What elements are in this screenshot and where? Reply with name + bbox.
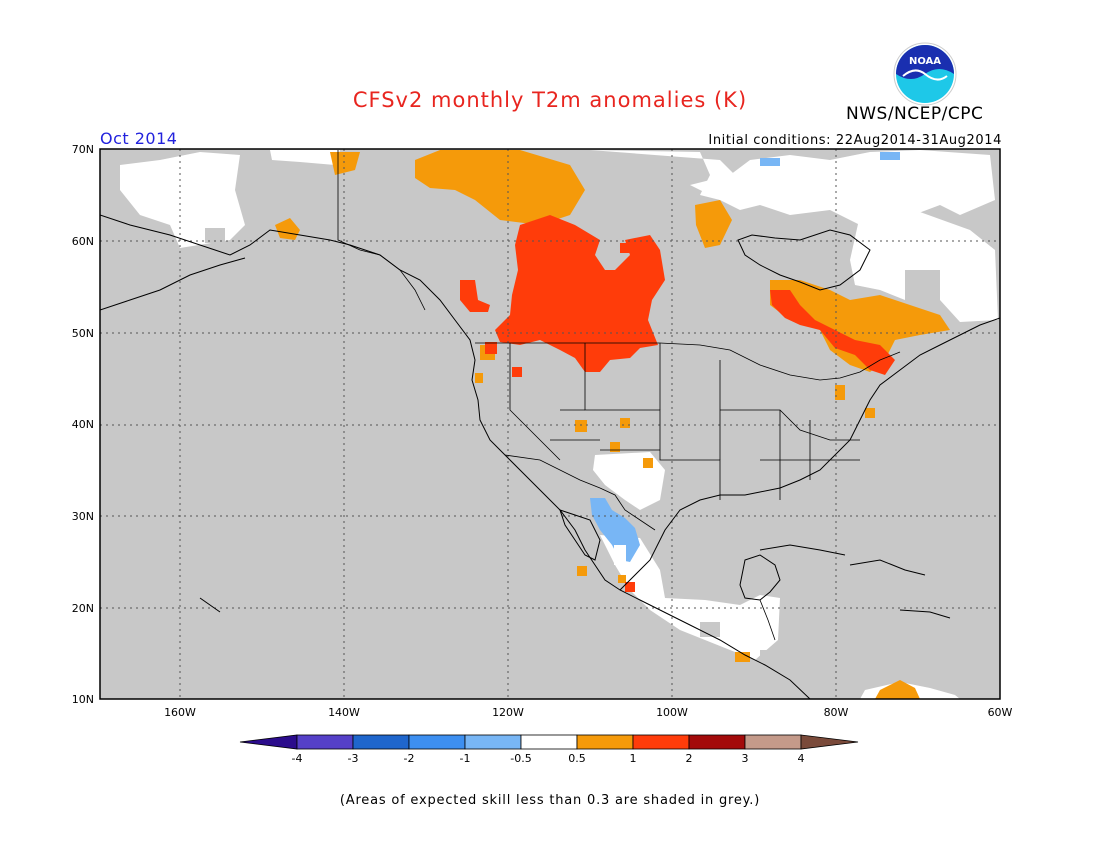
colorbar-swatch [576, 734, 634, 750]
colorbar-label: -0.5 [510, 752, 532, 765]
quebec-orange [770, 280, 950, 372]
colorbar-label: 3 [741, 752, 749, 765]
near-normal-regions [120, 150, 998, 699]
graticule [100, 149, 1000, 699]
lon-label: 160W [164, 706, 196, 719]
colorbar [239, 734, 859, 750]
lat-label: 70N [71, 143, 94, 156]
noaa-logo-text: NOAA [909, 56, 941, 67]
colorbar-swatch [632, 734, 690, 750]
colorbar-swatch [744, 734, 802, 750]
lat-label: 60N [71, 235, 94, 248]
mexico-white [600, 535, 780, 660]
lon-label: 80W [823, 706, 849, 719]
colorbar-swatch [408, 734, 466, 750]
colorbar-swatch [296, 734, 354, 750]
valid-month-label: Oct 2014 [100, 129, 178, 148]
noaa-logo-icon: NOAA [893, 42, 957, 106]
colorbar-label: -2 [403, 752, 415, 765]
lat-label: 20N [71, 602, 94, 615]
lon-label: 60W [987, 706, 1013, 719]
initial-conditions-label: Initial conditions: 22Aug2014-31Aug2014 [708, 133, 1002, 148]
lat-label: 40N [71, 418, 94, 431]
coastlines [100, 214, 1000, 699]
colorbar-swatch-above-4 [800, 734, 859, 750]
colorbar-swatch [352, 734, 410, 750]
lat-label: 10N [71, 693, 94, 706]
lat-label: 30N [71, 510, 94, 523]
labrador-white [850, 212, 998, 322]
yukon-orange [415, 150, 585, 225]
political-borders [337, 150, 901, 641]
colorbar-label: -4 [291, 752, 303, 765]
colorbar-label: 4 [797, 752, 805, 765]
skill-footnote: (Areas of expected skill less than 0.3 a… [339, 793, 761, 808]
colorbar-swatch-below-4 [239, 734, 298, 750]
map-title: CFSv2 monthly T2m anomalies (K) [352, 88, 748, 112]
lat-label: 50N [71, 327, 94, 340]
arctic-white-1 [270, 150, 340, 165]
organization-label: NWS/NCEP/CPC [846, 104, 984, 124]
colorbar-label: 2 [685, 752, 693, 765]
arctic-white-3 [690, 150, 995, 225]
cool-anomaly-regions [590, 152, 900, 562]
colorbar-label: 1 [629, 752, 637, 765]
warm-anomaly-0-5-1 [275, 150, 950, 699]
colorbar-label: 0.5 [568, 752, 586, 765]
colorbar-label: -3 [347, 752, 359, 765]
lon-label: 120W [492, 706, 524, 719]
colorbar-swatch [520, 734, 578, 750]
colorbar-swatch [688, 734, 746, 750]
baja-cool [590, 498, 640, 562]
colorbar-swatch [464, 734, 522, 750]
alaska-white [120, 152, 245, 248]
map-frame [99, 148, 1001, 700]
lon-label: 100W [656, 706, 688, 719]
lon-label: 140W [328, 706, 360, 719]
colorbar-label: -1 [459, 752, 471, 765]
